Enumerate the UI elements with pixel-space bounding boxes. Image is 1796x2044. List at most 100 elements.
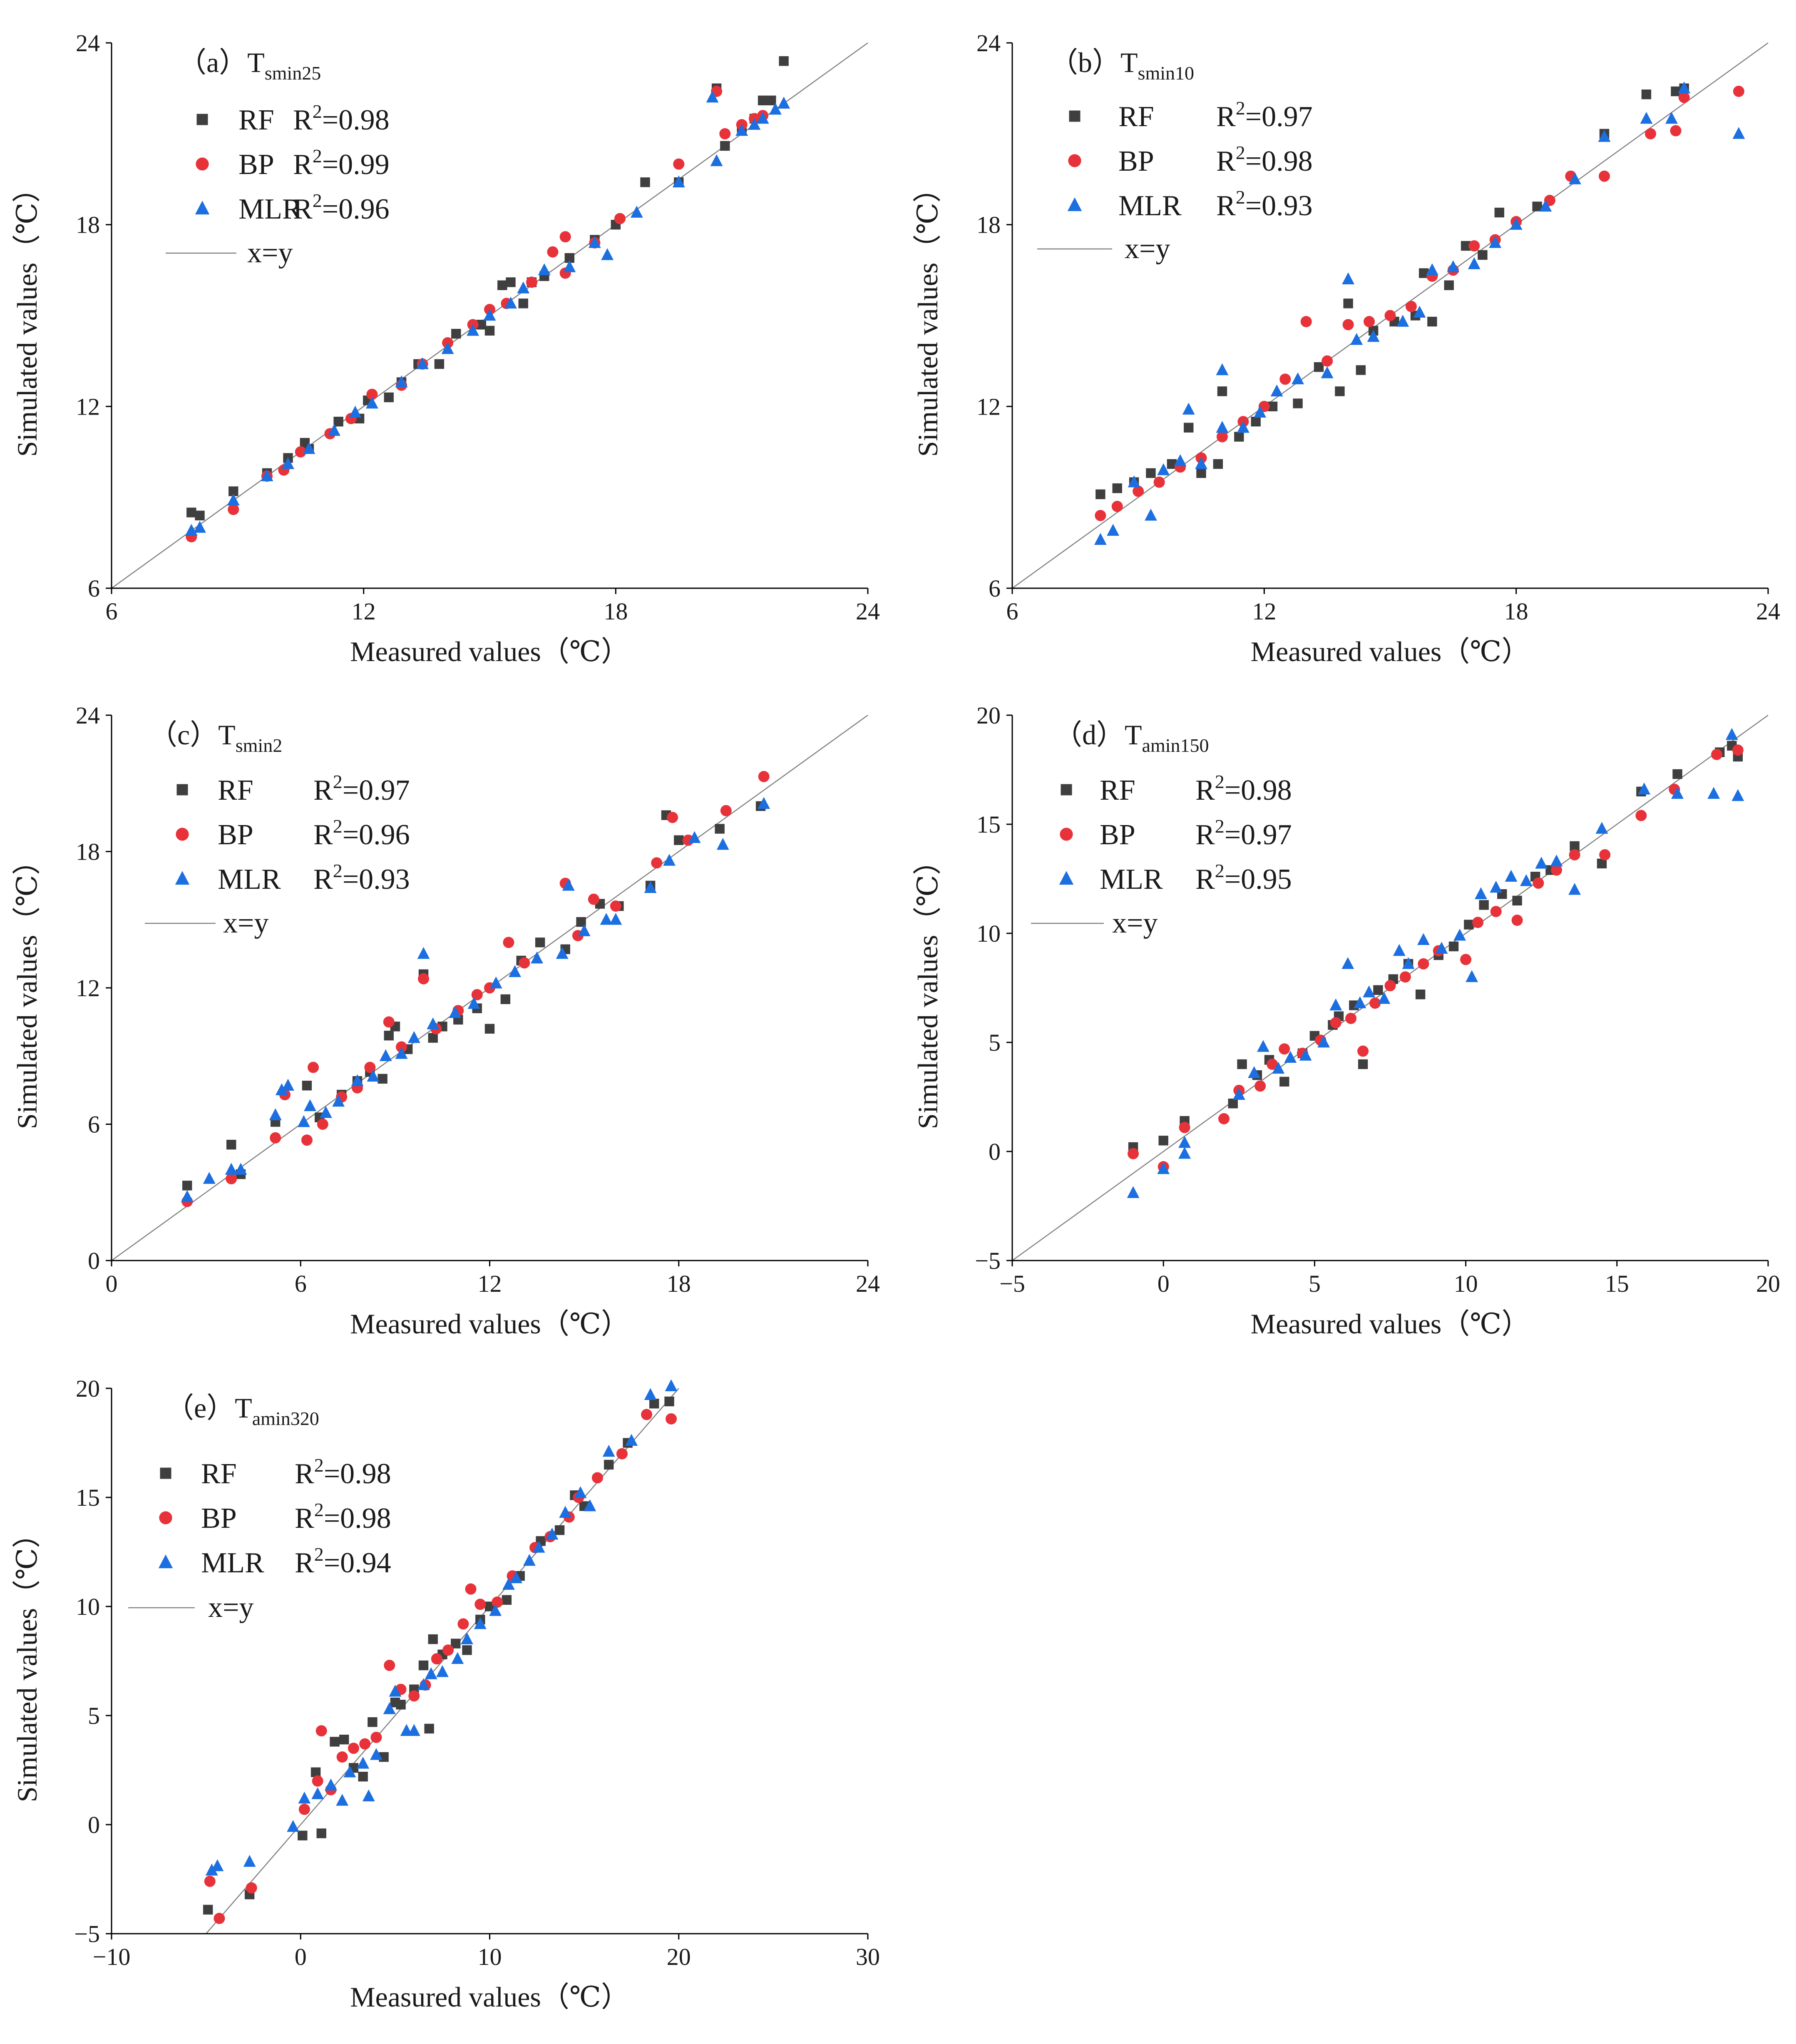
point-mlr	[778, 97, 790, 109]
point-bp	[1364, 316, 1375, 328]
legend-label-bp: BP	[238, 149, 274, 181]
point-mlr	[181, 1190, 194, 1202]
point-bp	[526, 276, 537, 288]
point-mlr	[211, 1859, 224, 1871]
point-mlr	[1539, 199, 1552, 212]
x-tick-label: 10	[478, 1943, 502, 1970]
point-mlr	[630, 206, 643, 218]
point-rf	[715, 824, 725, 834]
point-mlr	[483, 308, 496, 321]
point-mlr	[357, 1756, 370, 1769]
point-mlr	[328, 424, 340, 436]
legend-r2-mlr: R2=0.95	[1195, 860, 1292, 895]
point-bp	[315, 1725, 327, 1737]
point-rf	[758, 95, 768, 105]
point-rf	[1672, 769, 1682, 779]
x-tick-label: 18	[667, 1270, 691, 1297]
point-bp	[295, 446, 306, 458]
point-rf	[1343, 298, 1353, 308]
legend-label-xy: x=y	[1125, 233, 1170, 265]
point-mlr	[282, 1079, 294, 1091]
legend-marker-mlr	[1059, 871, 1074, 885]
point-rf	[1146, 468, 1156, 478]
x-tick-label: 12	[1252, 598, 1276, 625]
point-mlr	[1248, 1066, 1261, 1078]
point-rf	[1444, 280, 1454, 290]
point-bp	[1599, 170, 1610, 182]
point-mlr	[1342, 272, 1355, 284]
x-tick-label: 12	[478, 1270, 502, 1297]
point-mlr	[1094, 533, 1107, 545]
panel-title: （c）Tsmin2	[149, 719, 282, 756]
point-rf	[428, 1634, 438, 1644]
point-bp	[312, 1775, 323, 1787]
point-mlr	[349, 405, 362, 418]
point-mlr	[243, 1855, 256, 1867]
point-mlr	[395, 1047, 408, 1059]
point-mlr	[758, 797, 770, 809]
point-rf	[476, 320, 487, 330]
point-bp	[1733, 85, 1744, 97]
point-rf	[1356, 365, 1366, 375]
legend-marker-bp	[159, 1511, 172, 1524]
point-mlr	[467, 324, 479, 336]
legend-marker-mlr	[195, 201, 210, 215]
point-bp	[1128, 1148, 1139, 1159]
panel-title: （b）Tsmin10	[1050, 47, 1194, 84]
x-tick-label: 15	[1605, 1270, 1629, 1297]
point-rf	[1158, 1136, 1168, 1146]
y-tick-label: 18	[76, 211, 100, 239]
point-rf	[462, 1645, 472, 1655]
point-bp	[431, 1653, 442, 1665]
point-rf	[226, 1139, 236, 1150]
reference-line-xy	[206, 1388, 679, 1934]
point-mlr	[1447, 260, 1460, 272]
point-mlr	[332, 1094, 345, 1107]
point-mlr	[185, 524, 198, 536]
point-bp	[1133, 485, 1144, 497]
point-mlr	[383, 1702, 396, 1714]
point-mlr	[297, 1115, 310, 1127]
x-tick-label: −5	[999, 1270, 1025, 1297]
point-mlr	[1510, 218, 1523, 230]
legend-marker-bp	[1060, 828, 1073, 841]
point-bp	[588, 893, 599, 905]
y-tick-label: 5	[88, 1702, 100, 1729]
point-mlr	[261, 469, 273, 482]
legend-marker-rf	[196, 114, 208, 125]
x-tick-label: 5	[1309, 1270, 1321, 1297]
x-axis-title: Measured values（℃）	[350, 1308, 629, 1340]
point-mlr	[298, 1791, 311, 1804]
point-rf	[1671, 86, 1681, 97]
legend: RF R2=0.97 BP R2=0.96 MLR R2=0.93 x=y	[145, 771, 410, 939]
point-mlr	[1107, 524, 1120, 536]
point-mlr	[311, 1787, 324, 1799]
x-tick-label: 6	[1006, 598, 1018, 625]
point-bp	[1279, 373, 1291, 385]
point-mlr	[1272, 1062, 1285, 1074]
x-tick-label: 18	[1504, 598, 1528, 625]
point-rf	[302, 1081, 312, 1091]
point-bp	[1599, 849, 1611, 860]
point-bp	[1369, 997, 1381, 1009]
point-rf	[1251, 417, 1261, 427]
point-rf	[424, 1723, 434, 1734]
x-tick-label: 18	[604, 598, 628, 625]
point-mlr	[1284, 1051, 1297, 1063]
point-bp	[1267, 1058, 1278, 1070]
point-mlr	[1195, 457, 1207, 469]
legend-label-xy: x=y	[208, 1591, 253, 1624]
point-bp	[1711, 748, 1723, 760]
point-rf	[298, 1830, 308, 1840]
point-mlr	[1671, 787, 1684, 799]
point-bp	[1511, 915, 1523, 926]
point-mlr	[509, 965, 522, 977]
legend-label-xy: x=y	[223, 907, 268, 939]
point-rf	[1461, 241, 1471, 251]
point-mlr	[562, 878, 575, 891]
point-bp	[559, 231, 571, 243]
point-mlr	[688, 831, 701, 843]
chart-panel-c: 0 6 12 18 24 0 6 12 18 24 Measured values（℃） Simula…	[11, 702, 880, 1340]
point-rf	[506, 277, 516, 287]
